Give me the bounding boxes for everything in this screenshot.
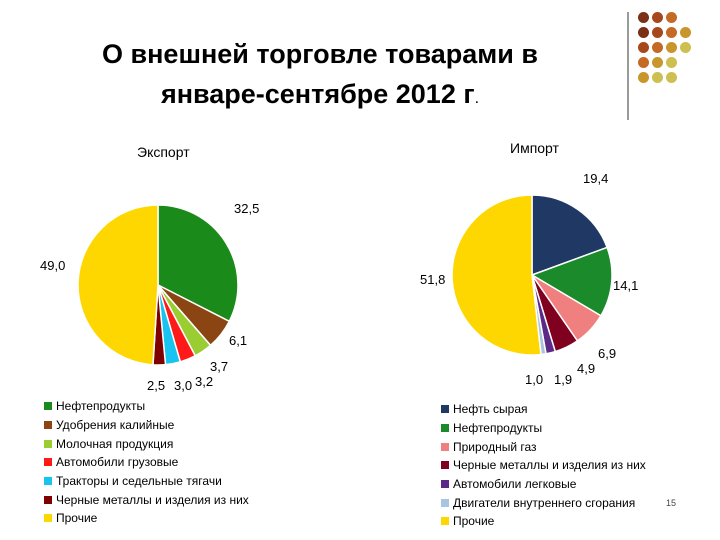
legend-label: Двигатели внутреннего сгорания [453, 495, 636, 510]
legend-swatch [441, 442, 449, 451]
legend-item: Нефтепродукты [441, 419, 646, 438]
legend-swatch [44, 458, 52, 467]
decor-dot [666, 27, 677, 38]
pie-data-label: 1,0 [525, 372, 543, 387]
legend-label: Нефтепродукты [56, 399, 146, 414]
legend-swatch [441, 405, 449, 414]
legend-label: Автомобили грузовые [56, 455, 179, 470]
legend-item: Молочная продукция [44, 434, 249, 453]
title-line-2-text: январе-сентябре 2012 г [160, 79, 475, 109]
legend-item: Природный газ [441, 437, 646, 456]
import-chart-title: Импорт [510, 140, 560, 156]
legend-swatch [441, 424, 449, 433]
legend-label: Тракторы и седельные тягачи [56, 474, 222, 489]
pie-slice [77, 204, 159, 366]
legend-swatch [441, 480, 449, 489]
legend-label: Прочие [453, 514, 495, 529]
decor-dot [638, 57, 649, 68]
legend-swatch [44, 439, 52, 448]
legend-label: Удобрения калийные [56, 418, 175, 433]
pie-slice [530, 246, 613, 317]
import-legend: Нефть сырая Нефтепродукты Природный газ Чер… [441, 400, 646, 531]
pie-slice [451, 194, 542, 356]
legend-label: Автомобили легковые [453, 477, 577, 492]
page-number: 15 [666, 498, 677, 508]
pie-data-label: 3,0 [174, 378, 192, 393]
decor-dot [666, 12, 677, 23]
pie-data-label: 6,1 [229, 333, 247, 348]
page-title: О внешней торговле товарами в январе-сен… [30, 34, 610, 119]
legend-swatch [441, 498, 449, 507]
pie-data-label: 51,8 [420, 272, 445, 287]
legend-item: Автомобили грузовые [44, 453, 249, 472]
import-pie [451, 194, 613, 356]
legend-swatch [44, 421, 52, 430]
legend-label: Нефтепродукты [453, 421, 543, 436]
legend-swatch [44, 514, 52, 523]
export-pie [77, 204, 239, 366]
decor-dot [638, 27, 649, 38]
pie-slice [157, 204, 239, 323]
legend-swatch [44, 402, 52, 411]
decor-dot [680, 42, 691, 53]
legend-label: Черные металлы и изделия из них [56, 492, 249, 507]
decor-dot [652, 42, 663, 53]
legend-item: Нефть сырая [441, 400, 646, 419]
legend-label: Черные металлы и изделия из них [453, 458, 646, 473]
legend-item: Черные металлы и изделия из них [44, 490, 249, 509]
pie-data-label: 2,5 [147, 378, 165, 393]
decor-dot [666, 57, 677, 68]
legend-swatch [44, 495, 52, 504]
pie-data-label: 32,5 [234, 201, 259, 216]
export-chart-title: Экспорт [137, 144, 190, 160]
decor-dot [680, 27, 691, 38]
decor-dot [638, 72, 649, 83]
decor-dot [666, 72, 677, 83]
decor-dot [652, 12, 663, 23]
pie-data-label: 3,2 [195, 374, 213, 389]
legend-item: Удобрения калийные [44, 416, 249, 435]
legend-label: Прочие [56, 511, 98, 526]
title-dot: . [474, 90, 480, 107]
decorative-divider [627, 12, 629, 120]
pie-data-label: 3,7 [210, 359, 228, 374]
legend-item: Тракторы и седельные тягачи [44, 472, 249, 491]
legend-label: Молочная продукция [56, 436, 174, 451]
legend-swatch [44, 477, 52, 486]
export-legend: Нефтепродукты Удобрения калийные Молочная … [44, 397, 249, 528]
legend-item: Двигатели внутреннего сгорания [441, 493, 646, 512]
legend-item: Нефтепродукты [44, 397, 249, 416]
decor-dot [652, 72, 663, 83]
legend-swatch [441, 461, 449, 470]
pie-slice [531, 194, 609, 277]
legend-label: Природный газ [453, 439, 537, 454]
decor-dot [666, 42, 677, 53]
legend-item: Прочие [44, 509, 249, 528]
pie-data-label: 19,4 [583, 171, 608, 186]
title-line-2: январе-сентябре 2012 г. [30, 74, 610, 119]
pie-data-label: 1,9 [554, 372, 572, 387]
title-line-1: О внешней торговле товарами в [102, 39, 538, 69]
legend-label: Нефть сырая [453, 402, 528, 417]
legend-item: Прочие [441, 512, 646, 531]
decor-dot [652, 57, 663, 68]
pie-data-label: 4,9 [577, 361, 595, 376]
decor-dot [638, 12, 649, 23]
pie-data-label: 6,9 [598, 346, 616, 361]
pie-data-label: 49,0 [40, 258, 65, 273]
legend-swatch [441, 517, 449, 526]
decor-dot [652, 27, 663, 38]
legend-item: Черные металлы и изделия из них [441, 456, 646, 475]
legend-item: Автомобили легковые [441, 475, 646, 494]
decor-dot [638, 42, 649, 53]
pie-data-label: 14,1 [613, 278, 638, 293]
